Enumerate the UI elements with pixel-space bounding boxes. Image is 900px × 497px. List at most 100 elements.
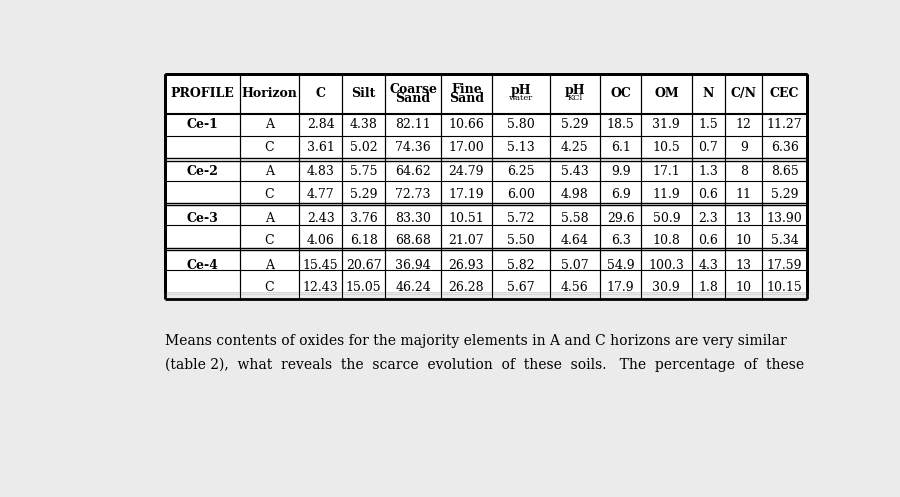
Text: OM: OM [654, 87, 679, 100]
Text: C/N: C/N [731, 87, 757, 100]
Text: 100.3: 100.3 [648, 259, 684, 272]
Text: Ce-2: Ce-2 [186, 165, 219, 178]
Text: 1.8: 1.8 [698, 281, 718, 294]
Text: 5.58: 5.58 [561, 212, 589, 225]
Text: 18.5: 18.5 [607, 118, 634, 131]
Text: 1.3: 1.3 [698, 165, 718, 178]
Text: 36.94: 36.94 [395, 259, 431, 272]
Text: 5.29: 5.29 [770, 187, 798, 200]
Text: C: C [316, 87, 326, 100]
Text: 5.34: 5.34 [770, 235, 798, 248]
Text: C: C [265, 141, 274, 154]
Text: 10.15: 10.15 [767, 281, 803, 294]
Text: 21.07: 21.07 [448, 235, 484, 248]
Text: 1.5: 1.5 [698, 118, 718, 131]
Text: 12.43: 12.43 [302, 281, 338, 294]
Text: 54.9: 54.9 [607, 259, 634, 272]
Text: A: A [265, 118, 274, 131]
Text: 4.3: 4.3 [698, 259, 718, 272]
Text: Fine: Fine [451, 83, 482, 96]
Text: 17.00: 17.00 [448, 141, 484, 154]
Text: 5.29: 5.29 [350, 187, 377, 200]
Text: 10.51: 10.51 [448, 212, 484, 225]
Text: C: C [265, 235, 274, 248]
Text: 12: 12 [736, 118, 752, 131]
Text: 26.28: 26.28 [448, 281, 484, 294]
Text: PROFILE: PROFILE [170, 87, 234, 100]
Text: 3.61: 3.61 [307, 141, 335, 154]
Text: 6.25: 6.25 [507, 165, 535, 178]
Text: 15.45: 15.45 [302, 259, 338, 272]
Text: 0.7: 0.7 [698, 141, 718, 154]
Text: 4.38: 4.38 [350, 118, 378, 131]
Text: 8: 8 [740, 165, 748, 178]
Text: 2.3: 2.3 [698, 212, 718, 225]
Text: OC: OC [610, 87, 631, 100]
Text: 82.11: 82.11 [395, 118, 431, 131]
Text: Ce-3: Ce-3 [186, 212, 219, 225]
Text: KCl: KCl [567, 94, 582, 102]
Text: 24.79: 24.79 [448, 165, 484, 178]
Text: 31.9: 31.9 [652, 118, 680, 131]
Text: 10: 10 [735, 281, 752, 294]
Text: 5.75: 5.75 [350, 165, 377, 178]
Text: Silt: Silt [352, 87, 376, 100]
Text: 5.29: 5.29 [562, 118, 589, 131]
Text: 5.82: 5.82 [507, 259, 535, 272]
Text: C: C [265, 187, 274, 200]
Text: 50.9: 50.9 [652, 212, 680, 225]
Text: 6.3: 6.3 [611, 235, 631, 248]
Text: 5.13: 5.13 [507, 141, 535, 154]
Text: 11.27: 11.27 [767, 118, 803, 131]
Text: CEC: CEC [770, 87, 799, 100]
Text: 17.59: 17.59 [767, 259, 802, 272]
Text: 13.90: 13.90 [767, 212, 803, 225]
Text: 6.36: 6.36 [770, 141, 798, 154]
Text: 4.56: 4.56 [561, 281, 589, 294]
Text: 2.84: 2.84 [307, 118, 335, 131]
Text: 9: 9 [740, 141, 748, 154]
Text: 4.64: 4.64 [561, 235, 589, 248]
Text: 5.50: 5.50 [507, 235, 535, 248]
Text: 4.77: 4.77 [307, 187, 335, 200]
Text: 74.36: 74.36 [395, 141, 431, 154]
Text: 10.8: 10.8 [652, 235, 680, 248]
Text: 6.1: 6.1 [611, 141, 631, 154]
Text: 26.93: 26.93 [448, 259, 484, 272]
Text: A: A [265, 165, 274, 178]
Text: 15.05: 15.05 [346, 281, 382, 294]
Text: 2.43: 2.43 [307, 212, 335, 225]
Text: 17.19: 17.19 [448, 187, 484, 200]
Text: water: water [508, 94, 533, 102]
Text: 68.68: 68.68 [395, 235, 431, 248]
Text: C: C [265, 281, 274, 294]
Text: 4.25: 4.25 [561, 141, 589, 154]
Text: Ce-1: Ce-1 [186, 118, 219, 131]
Text: 6.00: 6.00 [507, 187, 535, 200]
Text: 64.62: 64.62 [395, 165, 431, 178]
Text: 6.9: 6.9 [611, 187, 631, 200]
Text: 20.67: 20.67 [346, 259, 382, 272]
Text: 10.5: 10.5 [652, 141, 680, 154]
Text: 3.76: 3.76 [350, 212, 378, 225]
Text: 72.73: 72.73 [395, 187, 431, 200]
Text: pH: pH [564, 84, 585, 97]
Text: 4.06: 4.06 [307, 235, 335, 248]
Text: 83.30: 83.30 [395, 212, 431, 225]
Text: 0.6: 0.6 [698, 235, 718, 248]
Text: N: N [703, 87, 714, 100]
Text: Coarse: Coarse [389, 83, 437, 96]
Text: 46.24: 46.24 [395, 281, 431, 294]
Text: 9.9: 9.9 [611, 165, 630, 178]
Text: 13: 13 [735, 212, 752, 225]
Text: Means contents of oxides for the majority elements in A and C horizons are very : Means contents of oxides for the majorit… [166, 334, 787, 348]
Text: 5.02: 5.02 [350, 141, 377, 154]
Text: A: A [265, 259, 274, 272]
Text: 10: 10 [735, 235, 752, 248]
Text: 11: 11 [735, 187, 752, 200]
Text: 30.9: 30.9 [652, 281, 680, 294]
Text: 0.6: 0.6 [698, 187, 718, 200]
Text: 5.67: 5.67 [507, 281, 535, 294]
Text: 4.98: 4.98 [561, 187, 589, 200]
Text: 8.65: 8.65 [770, 165, 798, 178]
